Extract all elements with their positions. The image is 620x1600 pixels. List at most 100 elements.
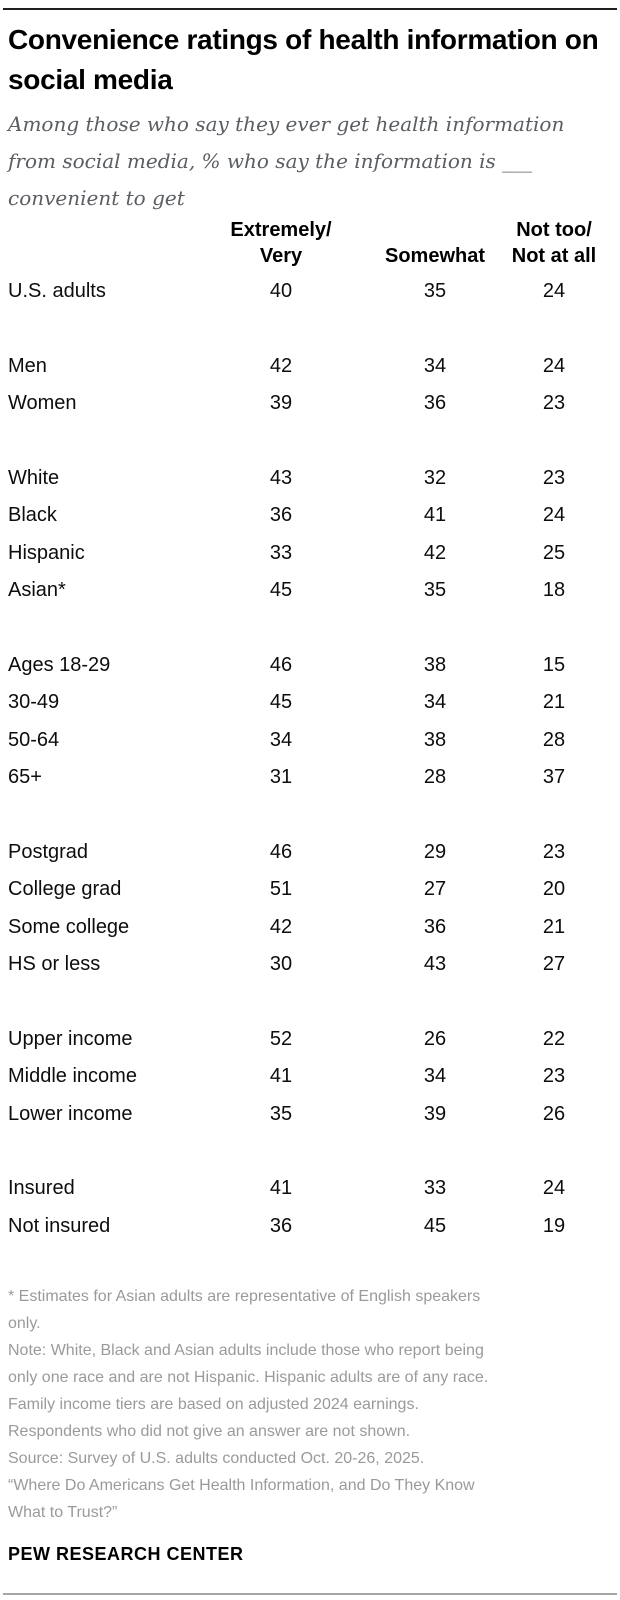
cell-value: 23 — [542, 840, 566, 863]
cell-value: 43 — [423, 953, 447, 976]
table-row: Asian* 45 35 18 — [8, 572, 612, 610]
cell-value: 34 — [269, 728, 293, 751]
footnotes-block: * Estimates for Asian adults are represe… — [8, 1283, 612, 1526]
cell-value: 36 — [269, 1214, 293, 1237]
cell-value: 35 — [269, 1102, 293, 1125]
table-row: White 43 32 23 — [8, 460, 612, 498]
table-body: U.S. adults 40 35 24 Men 42 34 24 Women 39 36 23 Whi… — [8, 273, 612, 1245]
cell-value: 33 — [269, 541, 293, 564]
row-label: Black — [8, 504, 57, 527]
table-header-row: Extremely/Very Somewhat Not too/Not at all — [8, 217, 612, 269]
table-group: Postgrad 46 29 23 College grad 51 27 20 Some col… — [8, 834, 612, 984]
table-group: White 43 32 23 Black 36 41 24 Hispanic 33 42 25 Asia… — [8, 460, 612, 610]
cell-value: 21 — [542, 915, 566, 938]
table-row: Middle income 41 34 23 — [8, 1058, 612, 1096]
row-label: U.S. adults — [8, 280, 106, 303]
cell-value: 36 — [423, 915, 447, 938]
cell-value: 42 — [269, 915, 293, 938]
cell-value: 28 — [542, 728, 566, 751]
table-row: Hispanic 33 42 25 — [8, 535, 612, 573]
table-group: U.S. adults 40 35 24 — [8, 273, 612, 311]
cell-value: 23 — [542, 1065, 566, 1088]
cell-value: 42 — [269, 354, 293, 377]
cell-value: 22 — [542, 1027, 566, 1050]
row-label: College grad — [8, 878, 122, 901]
cell-value: 24 — [542, 280, 566, 303]
cell-value: 45 — [269, 691, 293, 714]
cell-value: 24 — [542, 354, 566, 377]
row-label: Upper income — [8, 1027, 133, 1050]
table-row: Upper income 52 26 22 — [8, 1021, 612, 1059]
cell-value: 29 — [423, 840, 447, 863]
cell-value: 23 — [542, 466, 566, 489]
row-label: Postgrad — [8, 840, 89, 863]
table-row: Lower income 35 39 26 — [8, 1096, 612, 1134]
table-row: College grad 51 27 20 — [8, 871, 612, 909]
cell-value: 39 — [269, 392, 293, 415]
chart-title: Convenience ratings of health informatio… — [8, 24, 599, 95]
table-row: Ages 18-29 46 38 15 — [8, 647, 612, 685]
cell-value: 34 — [423, 1065, 447, 1088]
brand-wordmark: PEW RESEARCH CENTER — [8, 1544, 244, 1564]
cell-value: 28 — [423, 766, 447, 789]
row-label: 65+ — [8, 766, 42, 789]
column-header-line: Extremely/ — [230, 219, 332, 241]
cell-value: 51 — [269, 878, 293, 901]
cell-value: 34 — [423, 691, 447, 714]
cell-value: 39 — [423, 1102, 447, 1125]
footnote-line: Respondents who did not give an answer a… — [8, 1423, 411, 1440]
cell-value: 25 — [542, 541, 566, 564]
table-row: Women 39 36 23 — [8, 385, 612, 423]
table-row: Insured 41 33 24 — [8, 1170, 612, 1208]
table-row: 50-64 34 38 28 — [8, 722, 612, 760]
row-label: HS or less — [8, 953, 101, 976]
footnote-line: Note: White, Black and Asian adults incl… — [8, 1342, 484, 1359]
row-label: Not insured — [8, 1214, 111, 1237]
table-row: Postgrad 46 29 23 — [8, 834, 612, 872]
cell-value: 45 — [269, 579, 293, 602]
cell-value: 41 — [423, 504, 447, 527]
bottom-rule — [3, 1593, 617, 1595]
cell-value: 27 — [423, 878, 447, 901]
table-group: Ages 18-29 46 38 15 30-49 45 34 21 50-64 34 38 28 65… — [8, 647, 612, 797]
cell-value: 31 — [269, 766, 293, 789]
cell-value: 40 — [269, 280, 293, 303]
cell-value: 43 — [269, 466, 293, 489]
row-label: 50-64 — [8, 728, 60, 751]
table-group: Upper income 52 26 22 Middle income 41 34 23 Low… — [8, 1021, 612, 1134]
row-label: Hispanic — [8, 541, 85, 564]
cell-value: 35 — [423, 280, 447, 303]
row-label: Women — [8, 392, 77, 415]
cell-value: 19 — [542, 1214, 566, 1237]
cell-value: 32 — [423, 466, 447, 489]
chart-subtitle: Among those who say they ever get health… — [8, 112, 565, 210]
cell-value: 34 — [423, 354, 447, 377]
cell-value: 36 — [269, 504, 293, 527]
row-label: Men — [8, 354, 47, 377]
table-row: U.S. adults 40 35 24 — [8, 273, 612, 311]
footnote-line: only one race and are not Hispanic. Hisp… — [8, 1369, 489, 1386]
cell-value: 46 — [269, 840, 293, 863]
row-label: White — [8, 466, 60, 489]
cell-value: 26 — [542, 1102, 566, 1125]
table-row: HS or less 30 43 27 — [8, 946, 612, 984]
column-header-line: Somewhat — [384, 245, 486, 267]
column-header-line: Not at all — [511, 245, 597, 267]
cell-value: 45 — [423, 1214, 447, 1237]
table-row: Not insured 36 45 19 — [8, 1208, 612, 1246]
row-label: Lower income — [8, 1102, 133, 1125]
row-label: Middle income — [8, 1065, 137, 1088]
cell-value: 21 — [542, 691, 566, 714]
cell-value: 42 — [423, 541, 447, 564]
cell-value: 23 — [542, 392, 566, 415]
cell-value: 46 — [269, 653, 293, 676]
footnote-line: Source: Survey of U.S. adults conducted … — [8, 1450, 425, 1467]
column-header-3: Not too/Not at all — [496, 217, 612, 269]
cell-value: 24 — [542, 1177, 566, 1200]
cell-value: 24 — [542, 504, 566, 527]
row-label: Asian* — [8, 579, 66, 602]
cell-value: 41 — [269, 1065, 293, 1088]
row-label: Ages 18-29 — [8, 653, 111, 676]
cell-value: 37 — [542, 766, 566, 789]
